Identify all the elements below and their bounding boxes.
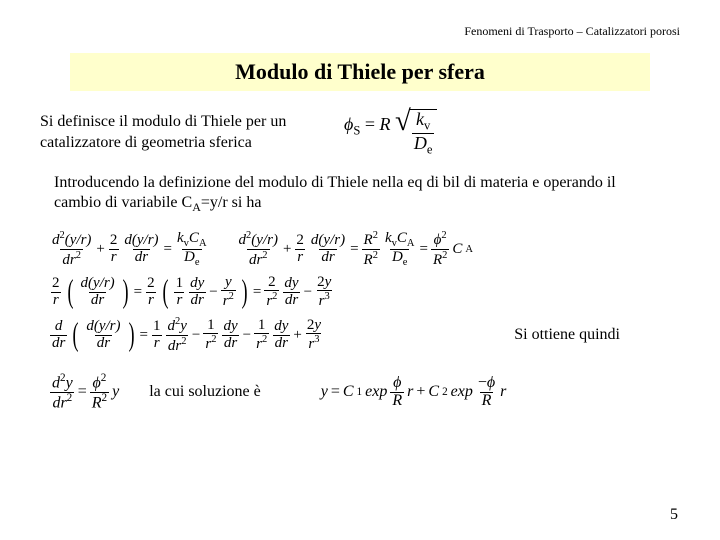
intro-text-part2: =y/r si ha: [201, 194, 262, 211]
page-header: Fenomeni di Trasporto – Catalizzatori po…: [40, 24, 680, 39]
equation-line-4: d2ydr2 = ϕ2R2 y la cui soluzione è y = C…: [50, 373, 680, 412]
equation-line-1: d2(y/r)dr2 + 2r d(y/r)dr = kvCADe d2(y/r…: [50, 230, 680, 269]
definition-row: Si definisce il modulo di Thiele per un …: [40, 109, 680, 157]
equation-line-3: ddr ( d(y/r)dr ) = 1r d2ydr2 − 1r2 dydr …: [50, 316, 680, 355]
intro-text: Introducendo la definizione del modulo d…: [54, 173, 666, 217]
obtain-text: Si ottiene quindi: [514, 326, 620, 344]
equation-thiele-def: ϕS = R √ kvDe: [344, 109, 437, 157]
page-number: 5: [670, 506, 678, 524]
definition-text: Si definisce il modulo di Thiele per un …: [40, 112, 320, 154]
intro-text-part1: Introducendo la definizione del modulo d…: [54, 174, 616, 212]
equation-line-2: 2r ( d(y/r)dr ) = 2r ( 1r dydr − yr2 ) =…: [50, 275, 680, 311]
intro-sub: A: [192, 201, 201, 215]
page-title: Modulo di Thiele per sfera: [70, 53, 650, 91]
solution-text: la cui soluzione è: [149, 383, 261, 401]
